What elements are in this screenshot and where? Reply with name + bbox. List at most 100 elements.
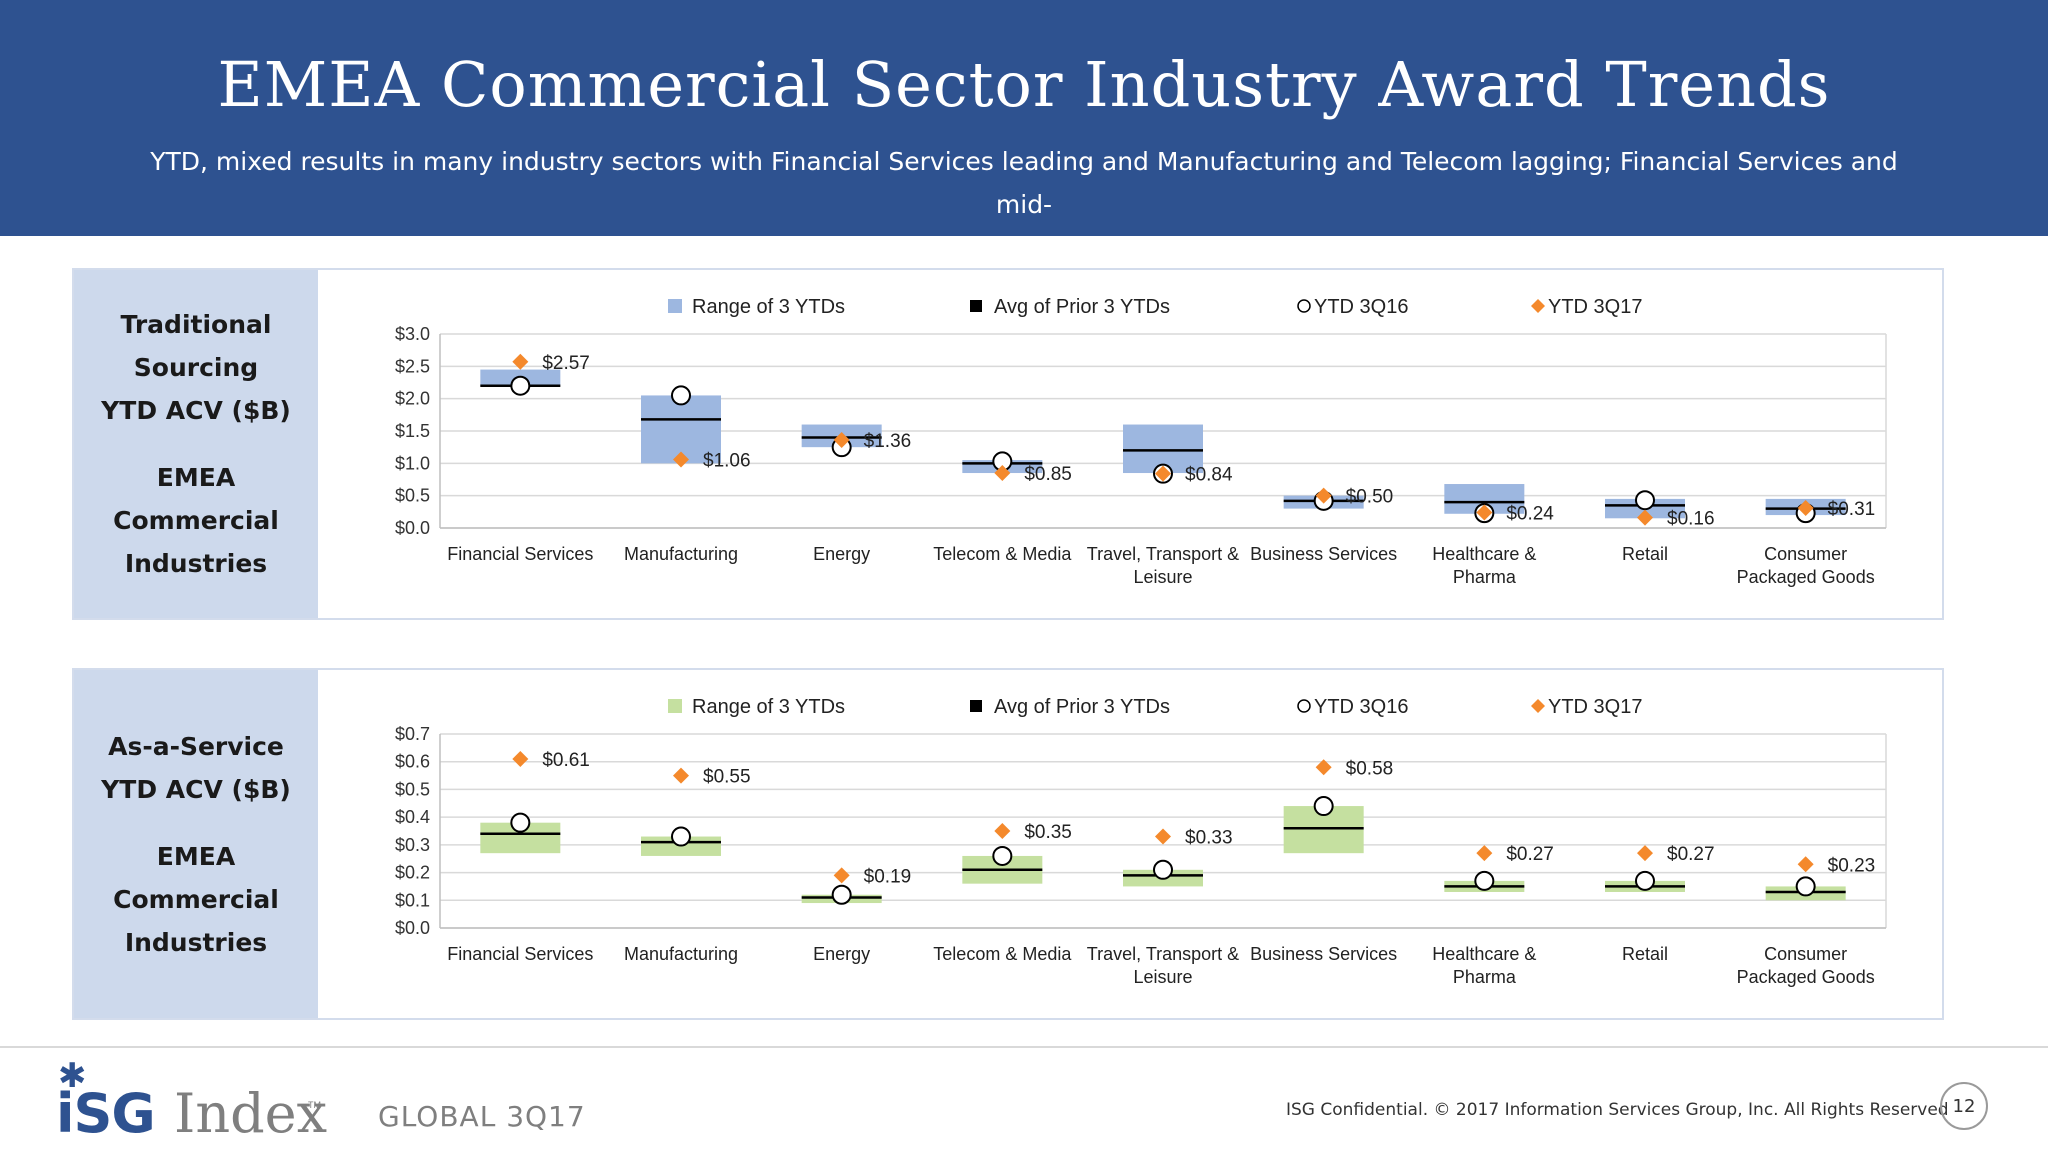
ytd-3q17-marker [1315,487,1332,504]
ytd-3q17-marker [833,867,850,884]
legend-avg-swatch [970,300,982,312]
y-tick-label: $1.5 [395,421,430,441]
legend-range-swatch [668,299,682,313]
ytd-3q16-marker [1313,796,1334,817]
ytd-3q16-marker [1795,876,1816,897]
x-category-label: Healthcare & [1432,544,1536,564]
subtitle-line-1: YTD, mixed results in many industry sect… [150,147,1898,219]
ytd-3q17-data-label: $0.50 [1346,487,1394,508]
ytd-3q17-data-label: $0.16 [1667,509,1715,530]
ytd-3q16-marker [992,845,1013,866]
panel-label-line: Industries [124,927,268,957]
header-banner: EMEA Commercial Sector Industry Award Tr… [0,0,2048,262]
x-category-label: Financial Services [447,944,593,964]
legend-avg-label: Avg of Prior 3 YTDs [994,696,1170,718]
x-category-label: Telecom & Media [933,944,1072,964]
legend-range-label: Range of 3 YTDs [692,296,845,318]
panel-label-line: YTD ACV ($B) [101,396,291,425]
legend-avg-swatch [970,700,982,712]
logo-isg-text: iSG [56,1082,156,1145]
y-tick-label: $0.7 [395,724,430,744]
x-category-label: Business Services [1250,944,1397,964]
legend-3q17-label: YTD 3Q17 [1548,696,1642,718]
y-tick-label: $0.5 [395,486,430,506]
y-tick-label: $0.5 [395,779,430,799]
footer-global-label: GLOBAL 3Q17 [378,1100,586,1133]
ytd-3q17-data-label: $0.85 [1024,464,1072,485]
ytd-3q17-marker [833,432,850,449]
ytd-3q17-marker [1637,845,1653,862]
ytd-3q16-marker [831,884,852,905]
y-tick-label: $1.0 [395,453,430,473]
x-category-label: Business Services [1250,544,1397,564]
ytd-3q17-marker [1797,499,1814,516]
ytd-3q17-marker [994,465,1011,482]
ytd-3q17-data-label: $0.23 [1828,855,1876,876]
logo-trademark: TM [308,1100,321,1110]
x-category-label: Leisure [1133,567,1192,587]
panel-label: As-a-Service YTD ACV ($B) EMEA Commercia… [74,670,318,1018]
ytd-3q16-marker [671,385,691,406]
y-tick-label: $0.0 [395,518,430,538]
ytd-3q16-marker [1153,859,1173,880]
x-category-label: Consumer [1764,944,1847,964]
page-title: EMEA Commercial Sector Industry Award Tr… [217,48,1831,121]
y-tick-label: $0.2 [395,863,430,883]
x-category-label: Financial Services [447,544,593,564]
legend-3q16-label: YTD 3Q16 [1314,296,1408,318]
ytd-3q16-marker [510,812,531,833]
x-category-label: Energy [813,544,870,564]
x-category-label: Pharma [1453,967,1517,987]
panel-label-line: YTD ACV ($B) [101,774,291,804]
as-a-service-chart: $0.0 $0.1 $0.2 $0.3 $0.4 $0.5 $0.6 $0.7 Range of… [395,696,1887,987]
ytd-3q16-marker [1635,870,1655,891]
traditional-sourcing-panel: Traditional Sourcing YTD ACV ($B) EMEA C… [72,268,1944,620]
ytd-3q17-data-label: $0.27 [1506,844,1554,865]
y-tick-label: $0.6 [395,752,430,772]
x-category-label: Packaged Goods [1737,967,1875,987]
legend-3q17-marker [1531,699,1545,713]
ytd-3q17-marker [994,823,1011,839]
logo-star-icon: ✱ [58,1056,87,1096]
y-tick-label: $0.1 [395,890,430,910]
panel-label-line: EMEA [156,463,236,492]
x-category-label: Manufacturing [624,544,738,564]
footer-confidential: ISG Confidential. © 2017 Information Ser… [1286,1100,1949,1120]
y-tick-label: $3.0 [395,324,430,344]
ytd-3q17-marker [1476,504,1493,521]
footer-divider [0,1046,2048,1048]
legend-3q17-label: YTD 3Q17 [1548,296,1642,318]
x-category-label: Leisure [1133,967,1192,987]
x-category-label: Retail [1622,944,1668,964]
x-category-label: Healthcare & [1432,944,1536,964]
logo-index-text: Index [174,1082,328,1145]
y-tick-label: $2.0 [395,389,430,409]
ytd-3q17-marker [1797,856,1814,873]
panel-label-line: Traditional [120,310,272,339]
ytd-3q16-marker [510,375,531,396]
legend-3q17-marker [1531,299,1545,313]
ytd-3q17-data-label: $0.55 [703,767,751,788]
x-category-label: Pharma [1453,567,1517,587]
x-category-label: Travel, Transport & [1087,944,1239,964]
ytd-3q17-data-label: $1.06 [703,450,751,471]
legend-range-label: Range of 3 YTDs [692,696,845,718]
legend-range-swatch [668,699,682,713]
ytd-3q17-data-label: $0.61 [542,750,590,771]
page-number: 12 [1940,1082,1988,1130]
x-category-label: Consumer [1764,544,1847,564]
x-category-label: Travel, Transport & [1087,544,1239,564]
panel-label-line: Commercial [113,884,279,914]
y-tick-label: $0.4 [395,807,430,827]
ytd-3q17-data-label: $1.36 [864,431,912,452]
ytd-3q17-data-label: $0.58 [1346,758,1394,779]
ytd-3q17-data-label: $0.35 [1024,822,1072,843]
ytd-3q17-marker [1637,509,1653,526]
isg-index-logo: ✱ iSG Index TM [56,1056,328,1145]
as-a-service-panel: As-a-Service YTD ACV ($B) EMEA Commercia… [72,668,1944,1020]
y-tick-label: $0.0 [395,918,430,938]
ytd-3q17-marker [1476,845,1493,862]
ytd-3q16-marker [1635,490,1655,511]
ytd-3q16-marker [671,826,691,847]
ytd-3q17-marker [1315,759,1332,776]
